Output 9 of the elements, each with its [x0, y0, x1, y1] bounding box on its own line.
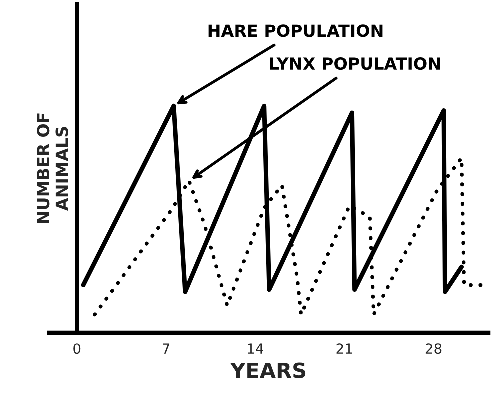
x-axis-title: YEARS — [230, 362, 306, 378]
y-axis-title: NUMBER OF ANIMALS — [37, 114, 68, 224]
x-tick-label: 28 — [426, 344, 442, 354]
x-tick-label: 7 — [163, 344, 170, 354]
text: HARE POPULATION — [208, 24, 383, 38]
text: LYNX POPULATION — [270, 58, 440, 70]
x-tick-label: 21 — [336, 344, 352, 354]
x-tick-label: 14 — [248, 344, 264, 354]
x-tick-label: 0 — [74, 344, 81, 354]
